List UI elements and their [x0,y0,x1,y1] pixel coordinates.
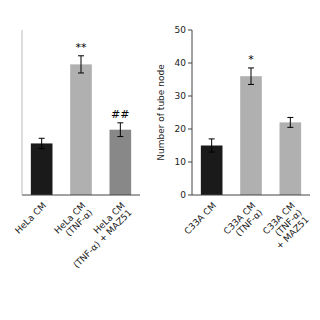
panel: HeLa CMHeLa CM(TNF-α)HeLa CM(TNF-α) + MA… [13,30,140,270]
chart-container: HeLa CMHeLa CM(TNF-α)HeLa CM(TNF-α) + MA… [0,0,320,320]
error-bar [287,117,293,127]
y-tick-label: 20 [175,124,187,134]
bar [110,130,132,195]
y-axis [22,30,23,195]
bar [31,143,53,195]
y-tick [188,129,192,130]
chart-svg: HeLa CMHeLa CM(TNF-α)HeLa CM(TNF-α) + MA… [0,0,320,320]
y-tick-label: 40 [175,58,187,68]
error-bar [78,56,84,73]
bar [70,64,92,195]
error-bar [117,123,123,137]
y-tick [188,162,192,163]
y-axis-label: Number of tube node [156,64,166,161]
y-tick-label: 30 [175,91,187,101]
x-axis [192,195,310,196]
y-tick-label: 10 [175,157,187,167]
annotation: * [248,53,254,66]
error-bar [209,139,215,152]
y-tick-label: 50 [175,25,187,35]
x-axis [22,195,140,196]
y-tick-label: 0 [180,190,186,200]
panel: 01020304050Number of tube nodeC33A CMC33… [156,25,311,251]
error-bar [39,138,45,148]
error-bar [248,68,254,85]
bar [280,122,302,195]
x-tick-label: HeLa CM(TNF-α) [52,200,94,242]
annotation: ** [76,41,88,54]
x-tick-label: HeLa CM(TNF-α) + MAZ51 [64,200,134,270]
y-tick [188,30,192,31]
x-tick-label: C33A CM [182,200,218,236]
bar [201,146,223,196]
plot-area [31,56,131,195]
x-tick-label: C33A CM(TNF-α)+ MAZ51 [260,200,311,251]
y-tick [188,195,192,196]
plot-area [201,68,301,195]
y-tick [188,63,192,64]
y-tick [188,96,192,97]
y-axis [192,30,193,195]
x-tick-label: HeLa CM [13,200,48,235]
x-tick-label: C33A CM(TNF-α) [222,200,265,243]
bar [240,76,262,195]
annotation: ## [111,108,129,121]
